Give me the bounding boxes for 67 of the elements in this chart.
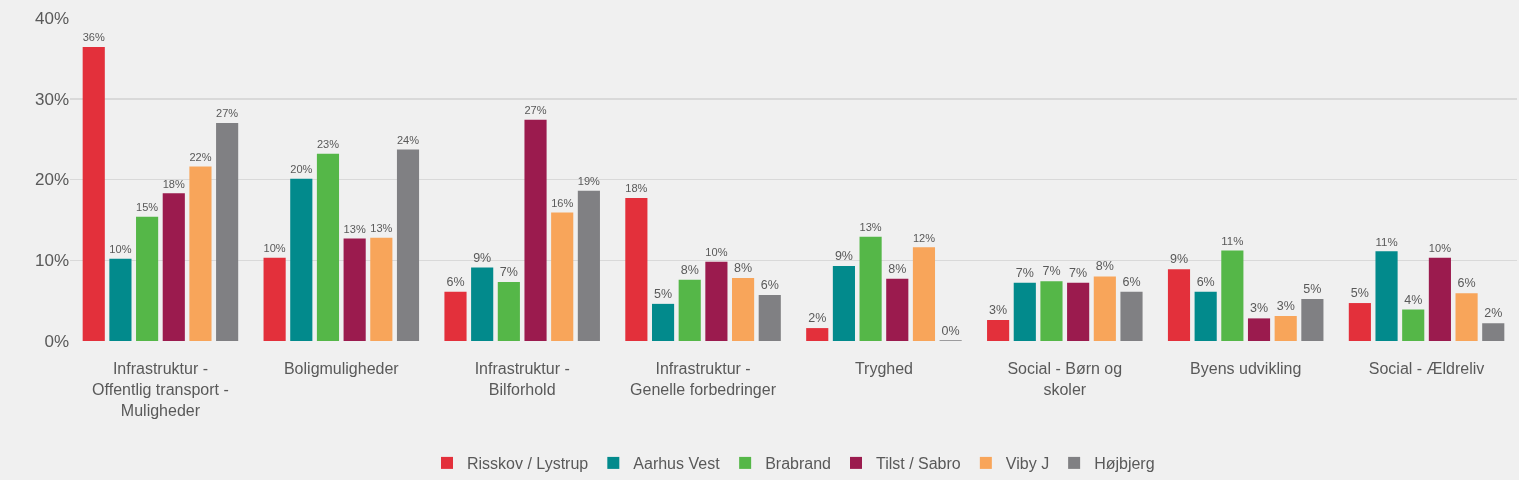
- data-label: 8%: [1095, 259, 1114, 274]
- data-label: 7%: [499, 265, 518, 280]
- y-tick-label: 30%: [34, 89, 69, 109]
- data-label: 15%: [136, 201, 159, 213]
- data-label: 8%: [888, 261, 907, 276]
- x-tick-label: Infrastruktur - Offentlig transport - Muligheder: [92, 360, 229, 419]
- data-label: 22%: [189, 150, 212, 163]
- data-label: 27%: [524, 104, 547, 117]
- data-label: 16%: [551, 196, 574, 209]
- data-label: 6%: [760, 277, 779, 292]
- data-label: 5%: [1350, 286, 1369, 301]
- data-label: 18%: [162, 177, 186, 190]
- data-label: 19%: [577, 175, 601, 188]
- data-label: 13%: [859, 221, 882, 234]
- x-tick-label: Social - Børn og skoler: [1007, 360, 1123, 398]
- data-label: 0%: [941, 324, 960, 338]
- legend-label: Risskov / Lystrup: [467, 455, 589, 473]
- x-tick-label: Social - Ældreliv: [1368, 360, 1485, 377]
- data-label: 10%: [263, 242, 286, 255]
- data-label: 2%: [1484, 306, 1503, 321]
- data-label: 20%: [290, 163, 313, 176]
- x-tick-label: Infrastruktur - Bilforhold: [474, 360, 570, 398]
- x-tick-label: Byens udvikling: [1190, 360, 1302, 377]
- data-label: 23%: [316, 138, 340, 151]
- x-tick-label: Infrastruktur - Genelle forbedringer: [630, 360, 777, 398]
- x-tick-label: Tryghed: [854, 360, 913, 377]
- data-label: 6%: [1122, 274, 1141, 289]
- data-label: 7%: [1015, 265, 1034, 280]
- data-label: 27%: [216, 107, 239, 120]
- data-label: 3%: [989, 303, 1008, 318]
- y-tick-label: 20%: [34, 170, 69, 190]
- data-label: 4%: [1404, 292, 1423, 307]
- y-tick-label: 0%: [44, 331, 69, 351]
- data-label: 11%: [1375, 235, 1398, 248]
- data-label: 10%: [1428, 242, 1452, 255]
- data-label: 8%: [680, 262, 699, 277]
- data-label: 3%: [1276, 298, 1295, 313]
- data-label: 9%: [834, 248, 853, 263]
- data-label: 36%: [82, 31, 105, 44]
- data-label: 9%: [1169, 252, 1189, 267]
- data-label: 13%: [370, 221, 393, 234]
- legend-label: Tilst / Sabro: [875, 455, 961, 473]
- data-label: 9%: [473, 250, 492, 265]
- data-label: 6%: [1457, 276, 1476, 291]
- data-label: 3%: [1249, 301, 1269, 316]
- y-tick-label: 40%: [34, 8, 69, 28]
- data-label: 10%: [705, 246, 728, 259]
- y-tick-label: 10%: [34, 251, 69, 271]
- data-label: 13%: [343, 222, 366, 235]
- x-tick-label: Boligmuligheder: [283, 360, 400, 377]
- data-label: 18%: [625, 182, 648, 195]
- legend-label: Aarhus Vest: [633, 455, 721, 473]
- data-label: 5%: [1303, 282, 1322, 297]
- legend-label: Højbjerg: [1094, 455, 1155, 473]
- data-label: 2%: [808, 311, 827, 326]
- data-label: 8%: [734, 261, 753, 276]
- data-label: 24%: [396, 133, 420, 146]
- data-label: 6%: [446, 274, 465, 289]
- legend-label: Viby J: [1005, 455, 1050, 473]
- data-label: 12%: [912, 231, 936, 244]
- data-label: 5%: [654, 286, 673, 301]
- data-label: 11%: [1221, 234, 1244, 247]
- data-label: 6%: [1196, 274, 1215, 289]
- legend-label: Brabrand: [765, 455, 831, 473]
- data-label: 10%: [109, 242, 132, 255]
- data-label: 7%: [1042, 264, 1061, 279]
- data-label: 7%: [1069, 265, 1088, 280]
